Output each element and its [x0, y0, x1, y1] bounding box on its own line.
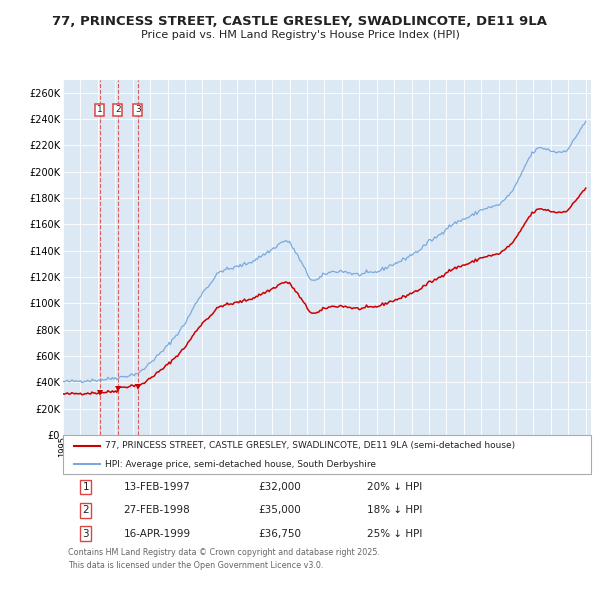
Text: Contains HM Land Registry data © Crown copyright and database right 2025.
This d: Contains HM Land Registry data © Crown c…	[68, 548, 380, 570]
Text: 16-APR-1999: 16-APR-1999	[124, 529, 191, 539]
Text: £32,000: £32,000	[259, 482, 301, 492]
Text: 3: 3	[82, 529, 89, 539]
Text: 1: 1	[97, 106, 103, 114]
Text: £36,750: £36,750	[259, 529, 301, 539]
Text: 27-FEB-1998: 27-FEB-1998	[124, 505, 190, 515]
Text: 20% ↓ HPI: 20% ↓ HPI	[367, 482, 422, 492]
Text: HPI: Average price, semi-detached house, South Derbyshire: HPI: Average price, semi-detached house,…	[105, 460, 376, 468]
Text: 1: 1	[82, 482, 89, 492]
Text: 2: 2	[115, 106, 121, 114]
Text: 77, PRINCESS STREET, CASTLE GRESLEY, SWADLINCOTE, DE11 9LA (semi-detached house): 77, PRINCESS STREET, CASTLE GRESLEY, SWA…	[105, 441, 515, 450]
Text: 25% ↓ HPI: 25% ↓ HPI	[367, 529, 422, 539]
Text: 77, PRINCESS STREET, CASTLE GRESLEY, SWADLINCOTE, DE11 9LA: 77, PRINCESS STREET, CASTLE GRESLEY, SWA…	[53, 15, 548, 28]
Text: 13-FEB-1997: 13-FEB-1997	[124, 482, 190, 492]
Text: 18% ↓ HPI: 18% ↓ HPI	[367, 505, 422, 515]
Text: £35,000: £35,000	[259, 505, 301, 515]
Text: 3: 3	[135, 106, 140, 114]
Text: 2: 2	[82, 505, 89, 515]
Text: Price paid vs. HM Land Registry's House Price Index (HPI): Price paid vs. HM Land Registry's House …	[140, 30, 460, 40]
FancyBboxPatch shape	[63, 435, 591, 474]
